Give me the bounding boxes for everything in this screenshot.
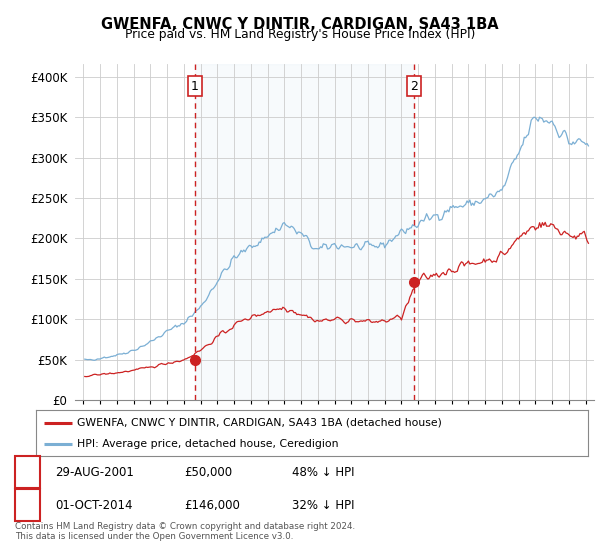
Text: 32% ↓ HPI: 32% ↓ HPI <box>292 498 355 512</box>
Text: 2: 2 <box>23 498 32 512</box>
Text: £146,000: £146,000 <box>184 498 240 512</box>
FancyBboxPatch shape <box>15 489 40 521</box>
Text: 2: 2 <box>410 80 418 92</box>
Text: 1: 1 <box>23 465 32 479</box>
Text: Contains HM Land Registry data © Crown copyright and database right 2024.
This d: Contains HM Land Registry data © Crown c… <box>15 522 355 542</box>
FancyBboxPatch shape <box>15 456 40 488</box>
Text: Price paid vs. HM Land Registry's House Price Index (HPI): Price paid vs. HM Land Registry's House … <box>125 28 475 41</box>
Bar <box>195 64 414 400</box>
Text: GWENFA, CNWC Y DINTIR, CARDIGAN, SA43 1BA (detached house): GWENFA, CNWC Y DINTIR, CARDIGAN, SA43 1B… <box>77 418 442 428</box>
Text: 01-OCT-2014: 01-OCT-2014 <box>55 498 133 512</box>
Text: 48% ↓ HPI: 48% ↓ HPI <box>292 465 355 479</box>
Text: £50,000: £50,000 <box>184 465 232 479</box>
Text: GWENFA, CNWC Y DINTIR, CARDIGAN, SA43 1BA: GWENFA, CNWC Y DINTIR, CARDIGAN, SA43 1B… <box>101 17 499 32</box>
Text: 1: 1 <box>191 80 199 92</box>
Text: HPI: Average price, detached house, Ceredigion: HPI: Average price, detached house, Cere… <box>77 439 339 449</box>
Text: 29-AUG-2001: 29-AUG-2001 <box>55 465 134 479</box>
